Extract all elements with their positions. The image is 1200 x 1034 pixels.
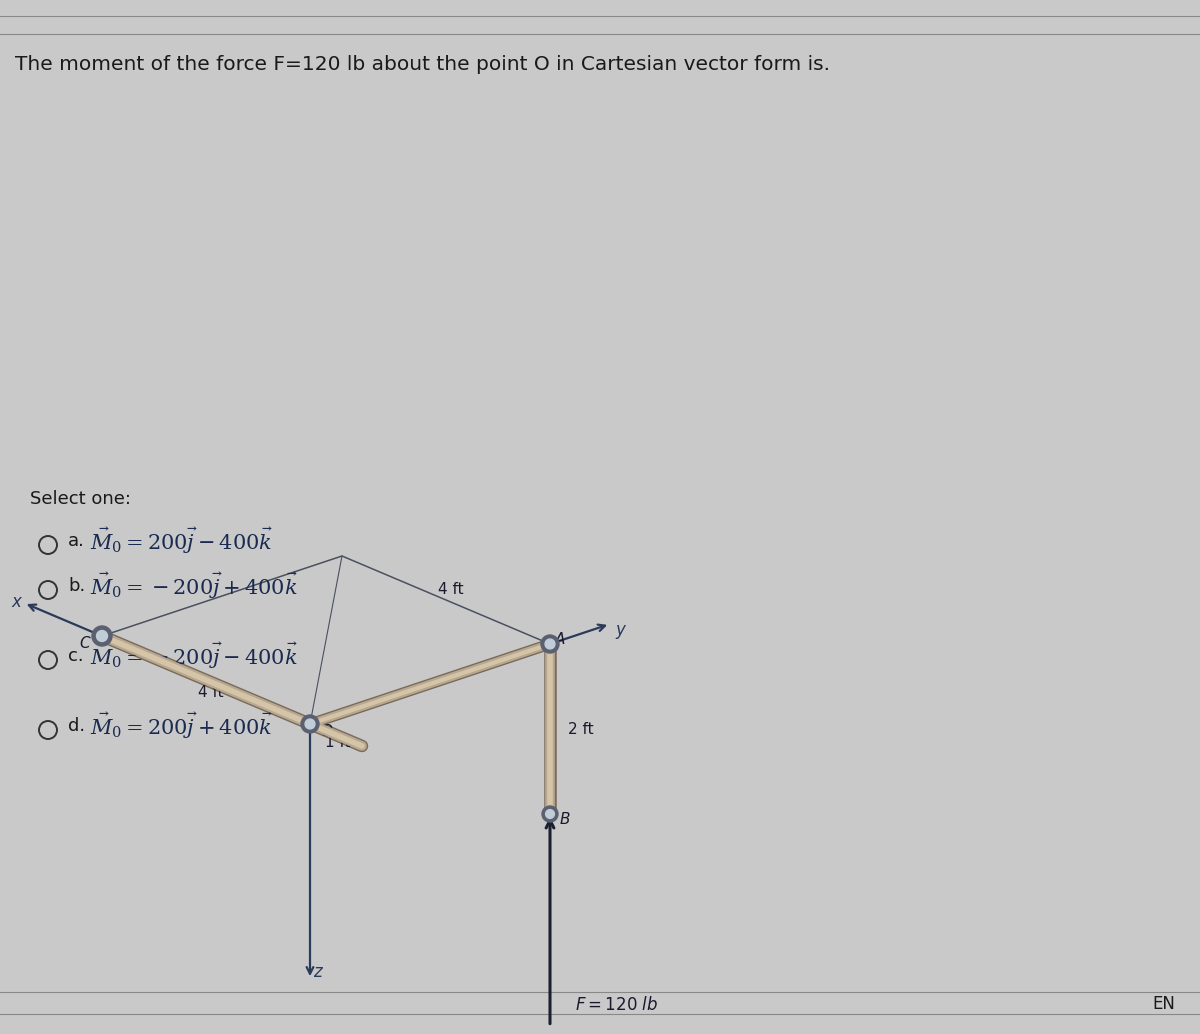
Text: B: B bbox=[560, 812, 570, 826]
Text: y: y bbox=[616, 621, 625, 639]
Circle shape bbox=[541, 635, 559, 653]
Text: 4 ft: 4 ft bbox=[198, 685, 224, 700]
Text: 1 ft: 1 ft bbox=[325, 735, 350, 750]
Circle shape bbox=[96, 631, 108, 641]
Text: 2 ft: 2 ft bbox=[568, 722, 594, 736]
Text: EN: EN bbox=[1152, 995, 1175, 1013]
Text: $F = 120$ lb: $F = 120$ lb bbox=[575, 997, 659, 1014]
Text: c.: c. bbox=[68, 647, 84, 665]
Text: C: C bbox=[79, 637, 90, 651]
Text: $\vec{M}_0 = -200\vec{j} - 400\vec{k}$: $\vec{M}_0 = -200\vec{j} - 400\vec{k}$ bbox=[90, 641, 299, 671]
Text: a.: a. bbox=[68, 533, 85, 550]
Text: $\vec{M}_0 = 200\vec{j} + 400\vec{k}$: $\vec{M}_0 = 200\vec{j} + 400\vec{k}$ bbox=[90, 711, 272, 741]
Text: O: O bbox=[320, 725, 332, 739]
Circle shape bbox=[301, 714, 319, 733]
Circle shape bbox=[545, 639, 554, 649]
Text: $\vec{M}_0 = -200\vec{j} + 400\vec{k}$: $\vec{M}_0 = -200\vec{j} + 400\vec{k}$ bbox=[90, 571, 299, 601]
Text: $\vec{M}_0 = 200\vec{j} - 400\vec{k}$: $\vec{M}_0 = 200\vec{j} - 400\vec{k}$ bbox=[90, 526, 272, 556]
Text: z: z bbox=[313, 963, 322, 981]
Circle shape bbox=[542, 805, 558, 822]
Circle shape bbox=[92, 626, 112, 646]
Text: The moment of the force F=120 lb about the point O in Cartesian vector form is.: The moment of the force F=120 lb about t… bbox=[14, 55, 830, 74]
Text: A: A bbox=[554, 632, 565, 647]
Text: Select one:: Select one: bbox=[30, 490, 131, 508]
Text: b.: b. bbox=[68, 577, 85, 595]
Circle shape bbox=[546, 810, 554, 818]
Text: x: x bbox=[11, 594, 22, 611]
Text: 4 ft: 4 ft bbox=[438, 582, 464, 597]
Text: d.: d. bbox=[68, 717, 85, 735]
Circle shape bbox=[305, 719, 314, 729]
